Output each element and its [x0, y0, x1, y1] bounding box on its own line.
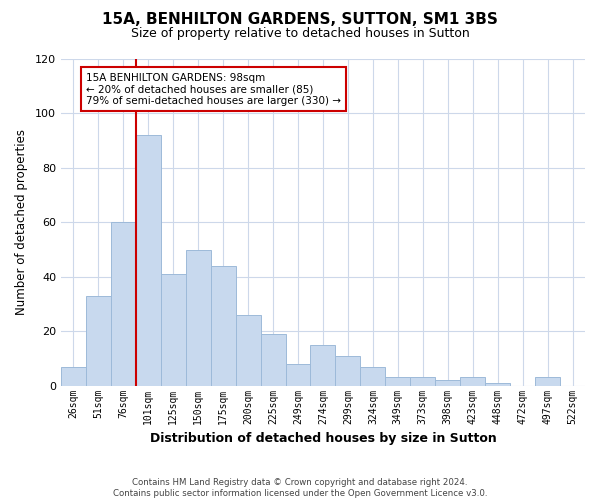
Text: Contains HM Land Registry data © Crown copyright and database right 2024.
Contai: Contains HM Land Registry data © Crown c…: [113, 478, 487, 498]
Bar: [361, 366, 385, 386]
Bar: [460, 378, 485, 386]
Bar: [435, 380, 460, 386]
Bar: [161, 274, 186, 386]
Bar: [410, 378, 435, 386]
Text: Size of property relative to detached houses in Sutton: Size of property relative to detached ho…: [131, 28, 469, 40]
Y-axis label: Number of detached properties: Number of detached properties: [15, 130, 28, 316]
Bar: [485, 383, 510, 386]
Bar: [86, 296, 111, 386]
Bar: [136, 135, 161, 386]
Bar: [335, 356, 361, 386]
Bar: [186, 250, 211, 386]
Bar: [61, 366, 86, 386]
Bar: [260, 334, 286, 386]
Text: 15A BENHILTON GARDENS: 98sqm
← 20% of detached houses are smaller (85)
79% of se: 15A BENHILTON GARDENS: 98sqm ← 20% of de…: [86, 72, 341, 106]
X-axis label: Distribution of detached houses by size in Sutton: Distribution of detached houses by size …: [149, 432, 496, 445]
Bar: [211, 266, 236, 386]
Bar: [286, 364, 310, 386]
Bar: [535, 378, 560, 386]
Bar: [385, 378, 410, 386]
Text: 15A, BENHILTON GARDENS, SUTTON, SM1 3BS: 15A, BENHILTON GARDENS, SUTTON, SM1 3BS: [102, 12, 498, 28]
Bar: [236, 315, 260, 386]
Bar: [111, 222, 136, 386]
Bar: [310, 345, 335, 386]
